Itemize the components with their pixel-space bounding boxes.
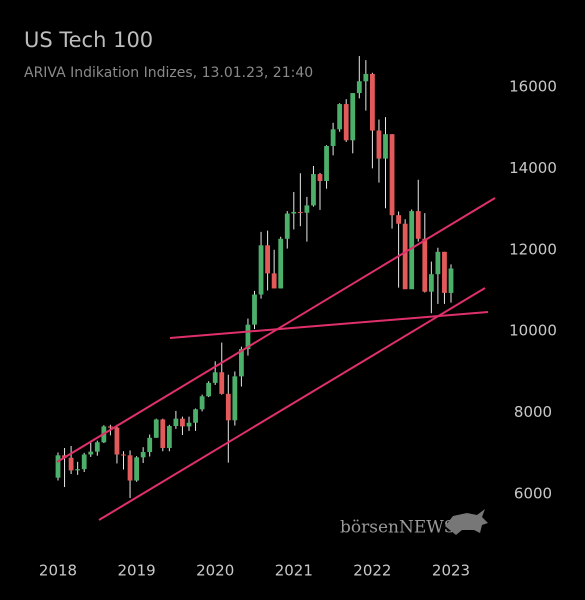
candle-body (428, 274, 434, 292)
candle-body (376, 130, 382, 159)
candle-body (311, 174, 316, 206)
candle-body (317, 174, 323, 181)
candle-body (356, 81, 362, 94)
candle-body (166, 426, 172, 448)
candle-body (153, 419, 159, 438)
candle-body (435, 251, 441, 275)
candle-body (199, 396, 205, 410)
candle-body (442, 251, 447, 293)
candle-body (297, 211, 303, 213)
candle-body (225, 393, 231, 421)
trend-lines (56, 197, 496, 521)
candle-body (284, 213, 290, 239)
x-tick-label: 2022 (353, 562, 391, 580)
trend-line (98, 287, 486, 521)
x-tick-label: 2020 (196, 562, 234, 580)
candle-body (114, 427, 120, 455)
y-tick-label: 14000 (509, 159, 557, 177)
candle-body (173, 418, 179, 427)
candle-body (206, 382, 212, 397)
y-tick-label: 12000 (509, 240, 557, 258)
x-tick-label: 2018 (39, 562, 77, 580)
y-tick-label: 16000 (509, 77, 557, 95)
candle-body (219, 372, 225, 394)
x-tick-label: 2023 (432, 562, 470, 580)
candle-body (324, 145, 329, 181)
watermark: börsenNEWS (340, 518, 455, 538)
candle-body (108, 426, 113, 428)
candle-body (186, 422, 192, 427)
candle-body (343, 104, 349, 141)
x-tick-label: 2019 (118, 562, 156, 580)
candle-body (370, 73, 375, 131)
candle-body (252, 294, 257, 325)
candle-body (291, 211, 297, 214)
candle-body (180, 418, 185, 427)
candle-body (350, 93, 356, 141)
candle-body (383, 134, 388, 159)
candle-body (245, 324, 251, 350)
candle-body (94, 442, 100, 452)
candle-body (88, 451, 94, 455)
candle-body (363, 73, 369, 82)
candle-body (81, 454, 87, 470)
candle-body (239, 349, 244, 377)
chart-subtitle: ARIVA Indikation Indizes, 13.01.23, 21:4… (24, 65, 313, 81)
watermark-icon (445, 509, 488, 535)
candle-body (409, 211, 415, 290)
candle-body (140, 452, 146, 458)
x-tick-label: 2021 (275, 562, 313, 580)
candle-body (304, 205, 310, 213)
candle-body (212, 372, 218, 383)
candle-body (271, 273, 277, 289)
candle-body (278, 238, 284, 289)
candle-body (402, 223, 408, 290)
candle-body (389, 134, 395, 216)
candle-body (55, 455, 61, 478)
y-tick-label: 6000 (514, 484, 552, 502)
candle-body (160, 419, 166, 448)
candle-body (147, 437, 153, 453)
y-tick-label: 8000 (514, 403, 552, 421)
candle-body (75, 469, 81, 471)
candle-body (330, 129, 336, 146)
y-tick-label: 10000 (509, 322, 557, 340)
candle-body (448, 268, 454, 293)
candle-body (415, 211, 421, 239)
candle-body (68, 457, 74, 471)
candle-body (193, 409, 198, 423)
candle-body (396, 215, 401, 224)
trend-line (169, 311, 489, 339)
candle-body (265, 245, 270, 274)
candle-body (127, 455, 133, 481)
candle-body (121, 454, 126, 456)
candle-body (422, 238, 428, 292)
candle-body (134, 457, 139, 481)
candle-body (258, 245, 264, 295)
chart-title: US Tech 100 (24, 28, 153, 52)
candle-body (337, 104, 343, 130)
candle-body (232, 376, 238, 421)
